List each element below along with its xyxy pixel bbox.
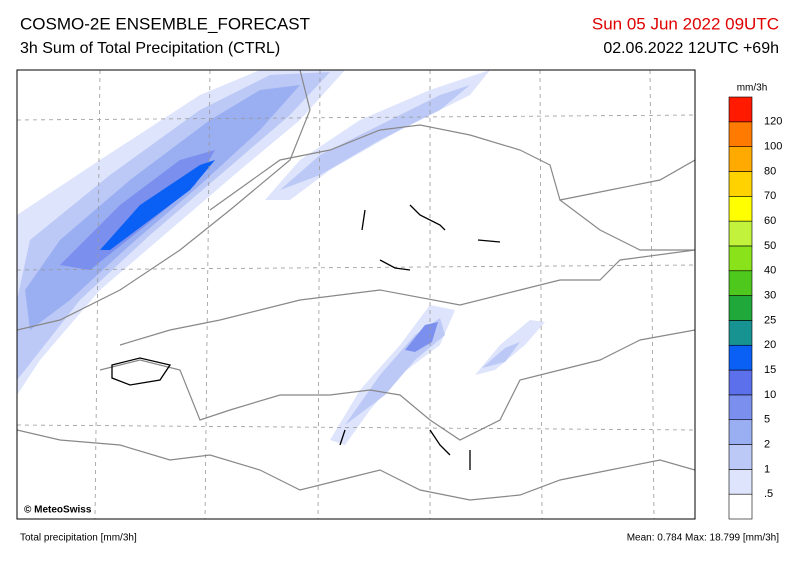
credit: © MeteoSwiss — [24, 505, 92, 516]
colorbar-label: 2 — [764, 438, 770, 450]
colorbar-label: .5 — [764, 488, 773, 500]
map — [17, 70, 695, 519]
run-time: 02.06.2022 12UTC +69h — [603, 40, 779, 57]
colorbar-label: 60 — [764, 215, 776, 227]
subtitle: 3h Sum of Total Precipitation (CTRL) — [20, 40, 280, 57]
colorbar-box — [728, 195, 753, 222]
colorbar-label: 70 — [764, 190, 776, 202]
colorbar-label: 10 — [764, 389, 776, 401]
footer-right: Mean: 0.784 Max: 18.799 [mm/3h] — [627, 533, 780, 544]
colorbar-box — [728, 444, 753, 470]
colorbar-box — [728, 146, 753, 172]
colorbar-label: 40 — [764, 265, 776, 277]
colorbar-label: 100 — [764, 141, 782, 153]
colorbar-label: 50 — [764, 240, 776, 252]
colorbar-box — [728, 220, 753, 247]
graticule — [17, 70, 695, 519]
colorbar-box — [728, 493, 753, 520]
colorbar-box — [728, 469, 753, 495]
footer-left: Total precipitation [mm/3h] — [20, 533, 137, 544]
colorbar-box — [728, 295, 753, 321]
colorbar-box — [728, 245, 753, 272]
colorbar-box — [728, 96, 753, 123]
map-frame — [16, 69, 696, 520]
colorbar-label: 120 — [764, 116, 782, 128]
colorbar-box — [728, 270, 753, 296]
colorbar-label: 80 — [764, 165, 776, 177]
colorbar-box — [728, 419, 753, 445]
colorbar-label: 25 — [764, 314, 776, 326]
legend-unit: mm/3h — [737, 83, 768, 94]
borders — [17, 70, 695, 501]
colorbar-box — [728, 369, 753, 396]
colorbar-box — [728, 121, 753, 147]
colorbar-box — [728, 394, 753, 421]
colorbar-box — [728, 171, 753, 197]
colorbar-label: 30 — [764, 289, 776, 301]
colorbar-box — [728, 320, 753, 346]
colorbar-label: 1 — [764, 463, 770, 475]
colorbar-label: 15 — [764, 364, 776, 376]
title: COSMO-2E ENSEMBLE_FORECAST — [20, 14, 310, 33]
lakes — [111, 204, 501, 470]
valid-time: Sun 05 Jun 2022 09UTC — [592, 14, 779, 33]
colorbar-label: 20 — [764, 339, 776, 351]
colorbar-box — [728, 344, 753, 371]
colorbar-label: 5 — [764, 414, 770, 426]
